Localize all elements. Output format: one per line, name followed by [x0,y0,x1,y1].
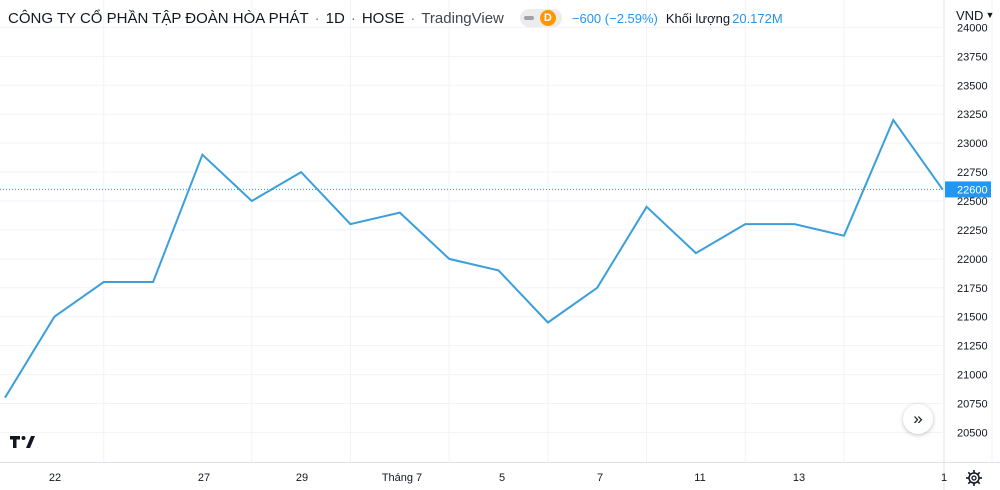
y-tick-label: 23000 [957,138,988,150]
y-tick-label: 21250 [957,341,988,353]
interval-label[interactable]: 1D [325,9,345,27]
x-tick-label: 27 [198,472,210,484]
y-tick-label: 23500 [957,80,988,92]
price-axis[interactable]: 20500 20750 21000 21250 21500 21750 22000 22250… [957,22,988,439]
chevron-down-icon: ▼ [985,10,995,20]
exchange-label: HOSE [361,9,405,27]
time-axis[interactable]: 22 27 29 Tháng 7 5 7 11 13 1 [49,472,947,484]
x-tick-label: 7 [597,472,603,484]
source-label: TradingView [421,9,504,27]
settings-gear-icon[interactable] [962,466,986,490]
last-price-badge-bg [945,181,991,198]
delayed-data-badge: D [539,10,556,26]
last-price-badge: 22600 [945,181,991,198]
market-status-pill[interactable]: D [519,9,562,27]
x-tick-label: 1 [941,472,947,484]
y-tick-label: 22500 [957,196,988,208]
x-tick-label: 13 [793,472,805,484]
x-tick-label: Tháng 7 [382,472,422,484]
y-tick-label: 23250 [957,109,988,121]
minus-icon [523,16,534,20]
last-price-badge-text: 22600 [957,184,988,196]
y-tick-label: 21500 [957,312,988,324]
double-chevron-right-icon: » [913,409,923,428]
tradingview-logo-icon[interactable] [8,428,38,456]
y-tick-label: 21000 [957,370,988,382]
currency-label: VND [956,7,984,23]
volume-value: 20.172M [732,10,783,26]
price-series-line [4,117,944,399]
x-tick-label: 22 [49,472,61,484]
symbol-name[interactable]: CÔNG TY CỔ PHẦN TẬP ĐOÀN HÒA PHÁT [8,9,309,27]
y-tick-label: 22000 [957,254,988,266]
x-tick-label: 11 [694,472,705,484]
y-tick-label: 20500 [957,427,988,439]
currency-selector[interactable]: VND ▼ [956,5,996,25]
separator-dot: · [410,9,416,27]
x-tick-label: 29 [296,472,308,484]
y-tick-label: 22750 [957,167,988,179]
scroll-to-realtime-button[interactable]: » [903,404,933,434]
y-tick-label: 22250 [957,225,988,237]
y-tick-label: 24000 [957,22,988,34]
volume-label: Khối lượng [665,10,731,26]
separator-dot: · [350,9,356,27]
x-tick-label: 5 [499,472,505,484]
y-tick-label: 20750 [957,399,988,411]
price-change: −600 (−2.59%) [571,10,658,26]
separator-dot: · [314,9,320,27]
y-tick-label: 21750 [957,283,988,295]
y-tick-label: 23750 [957,51,988,63]
legend-header: CÔNG TY CỔ PHẦN TẬP ĐOÀN HÒA PHÁT · 1D ·… [8,7,783,29]
